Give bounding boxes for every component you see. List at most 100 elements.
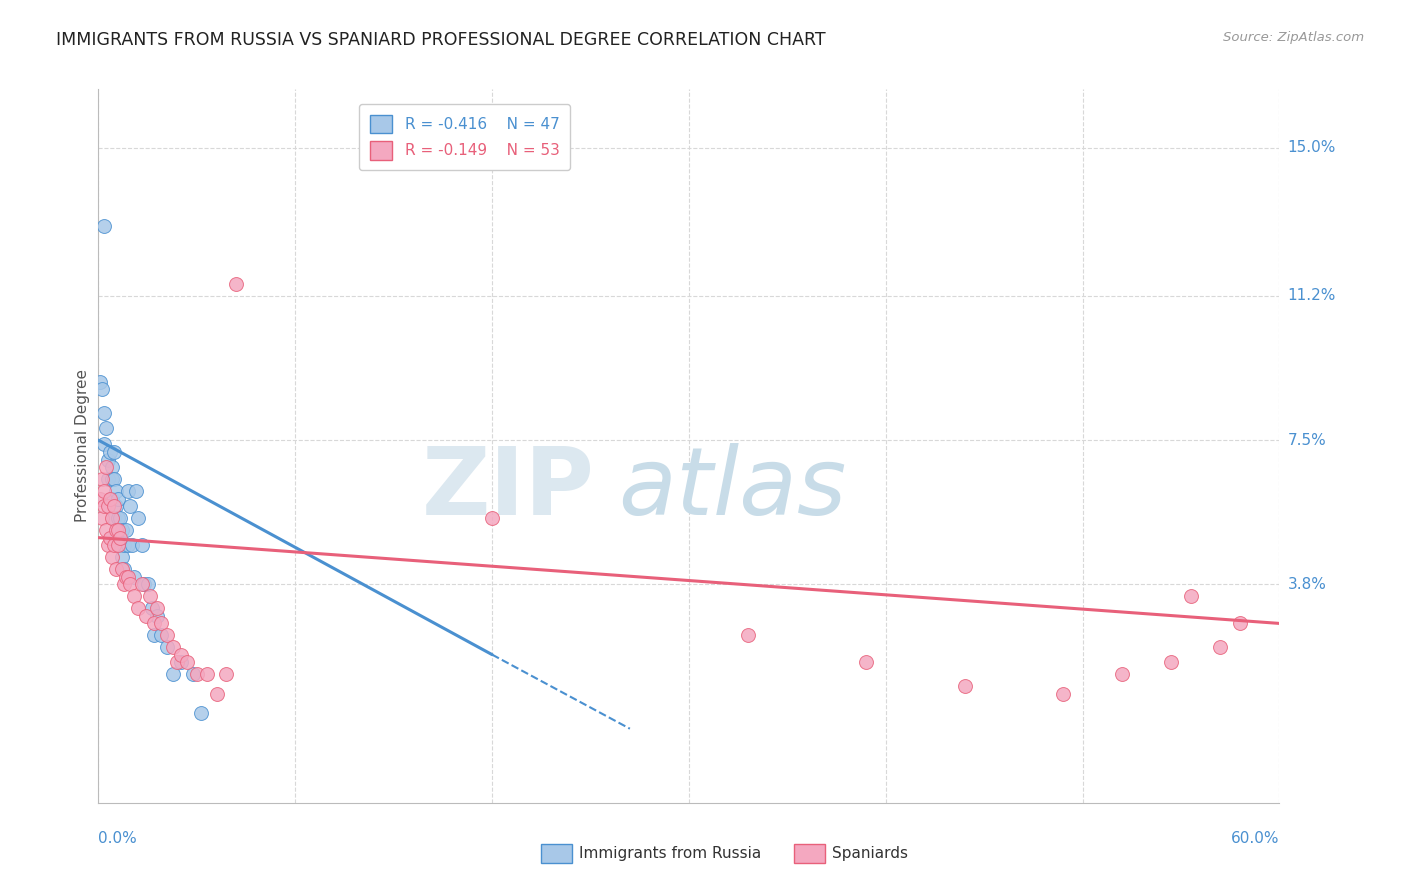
Point	[103, 500, 125, 514]
Point	[953, 679, 976, 693]
Point	[105, 523, 128, 537]
Point	[101, 511, 124, 525]
Point	[107, 538, 129, 552]
Point	[103, 538, 125, 552]
Point	[96, 460, 118, 475]
Point	[186, 667, 208, 681]
Point	[93, 406, 115, 420]
Point	[91, 472, 114, 486]
Point	[101, 491, 124, 506]
Point	[138, 589, 160, 603]
Point	[103, 511, 125, 525]
Point	[105, 500, 128, 514]
Text: 7.5%: 7.5%	[1288, 433, 1326, 448]
Text: 60.0%: 60.0%	[1232, 830, 1279, 846]
Point	[1052, 687, 1074, 701]
Point	[1209, 640, 1232, 654]
Point	[205, 687, 228, 701]
Point	[112, 562, 135, 576]
Point	[93, 500, 115, 514]
Point	[127, 600, 149, 615]
Point	[111, 562, 134, 576]
Point	[131, 577, 153, 591]
Point	[89, 375, 111, 389]
Point	[111, 550, 134, 565]
Point	[112, 538, 135, 552]
Point	[108, 531, 131, 545]
Text: 0.0%: 0.0%	[98, 830, 138, 846]
Point	[122, 589, 145, 603]
Point	[142, 628, 165, 642]
Point	[1111, 667, 1133, 681]
Text: 11.2%: 11.2%	[1288, 288, 1336, 303]
Point	[118, 500, 141, 514]
Point	[181, 667, 204, 681]
Text: IMMIGRANTS FROM RUSSIA VS SPANIARD PROFESSIONAL DEGREE CORRELATION CHART: IMMIGRANTS FROM RUSSIA VS SPANIARD PROFE…	[56, 31, 825, 49]
Point	[156, 628, 179, 642]
Point	[146, 600, 169, 615]
Point	[96, 421, 118, 435]
Point	[170, 648, 193, 662]
Point	[101, 550, 124, 565]
Point	[131, 538, 153, 552]
Point	[97, 452, 120, 467]
Point	[195, 667, 218, 681]
Point	[162, 667, 184, 681]
Point	[150, 628, 173, 642]
Point	[135, 608, 157, 623]
Point	[103, 472, 125, 486]
Point	[97, 538, 120, 552]
Point	[117, 538, 139, 552]
Point	[121, 538, 143, 552]
Text: atlas: atlas	[619, 443, 846, 534]
Point	[93, 483, 115, 498]
Point	[141, 600, 163, 615]
Point	[91, 511, 114, 525]
Point	[107, 531, 129, 545]
Point	[97, 500, 120, 514]
Point	[125, 483, 148, 498]
Point	[1180, 589, 1202, 603]
Point	[117, 483, 139, 498]
Point	[112, 577, 135, 591]
Point	[156, 640, 179, 654]
Point	[98, 491, 121, 506]
Text: 3.8%: 3.8%	[1288, 577, 1327, 592]
Point	[93, 437, 115, 451]
Point	[115, 569, 138, 583]
Point	[150, 616, 173, 631]
Text: 15.0%: 15.0%	[1288, 140, 1336, 155]
Point	[98, 445, 121, 459]
Point	[737, 628, 759, 642]
Point	[105, 562, 128, 576]
Point	[215, 667, 238, 681]
Legend: R = -0.416    N = 47, R = -0.149    N = 53: R = -0.416 N = 47, R = -0.149 N = 53	[359, 104, 571, 170]
Point	[166, 656, 188, 670]
Text: Source: ZipAtlas.com: Source: ZipAtlas.com	[1223, 31, 1364, 45]
Text: Spaniards: Spaniards	[832, 847, 908, 861]
Point	[170, 656, 193, 670]
Point	[1229, 616, 1251, 631]
Point	[132, 577, 155, 591]
Point	[118, 577, 141, 591]
Point	[98, 531, 121, 545]
Point	[176, 656, 198, 670]
Text: Immigrants from Russia: Immigrants from Russia	[579, 847, 762, 861]
Point	[93, 219, 115, 233]
Point	[136, 577, 159, 591]
Point	[96, 523, 118, 537]
Point	[107, 511, 129, 525]
Point	[103, 445, 125, 459]
Point	[105, 483, 128, 498]
Point	[127, 511, 149, 525]
Point	[115, 523, 138, 537]
Point	[117, 569, 139, 583]
Text: ZIP: ZIP	[422, 442, 595, 535]
Point	[225, 277, 247, 292]
Point	[101, 472, 124, 486]
Point	[146, 608, 169, 623]
Point	[89, 491, 111, 506]
Point	[142, 616, 165, 631]
Point	[91, 383, 114, 397]
Point	[97, 472, 120, 486]
